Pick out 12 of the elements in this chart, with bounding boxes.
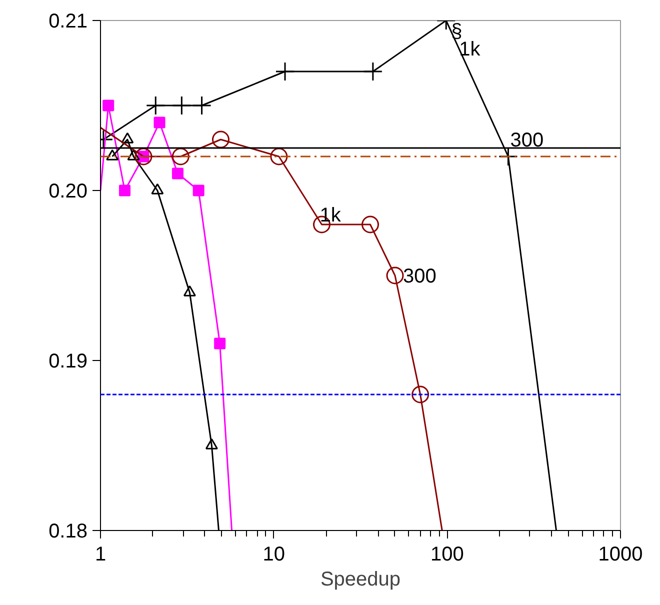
annotation: 1k [320, 204, 342, 226]
x-tick-label: 1 [94, 544, 106, 566]
y-tick-label: 0.19 [48, 350, 88, 372]
annotation: 300 [402, 266, 436, 288]
y-tick-label: 0.18 [48, 520, 88, 542]
annotation: 300 [510, 130, 544, 152]
x-tick-label: 10 [262, 544, 285, 566]
x-tick-label: 1000 [598, 544, 643, 566]
y-tick-label: 0.21 [48, 10, 88, 32]
y-tick-label: 0.20 [48, 180, 88, 202]
x-axis-title: Speedup [320, 568, 401, 590]
x-tick-label: 100 [430, 544, 464, 566]
